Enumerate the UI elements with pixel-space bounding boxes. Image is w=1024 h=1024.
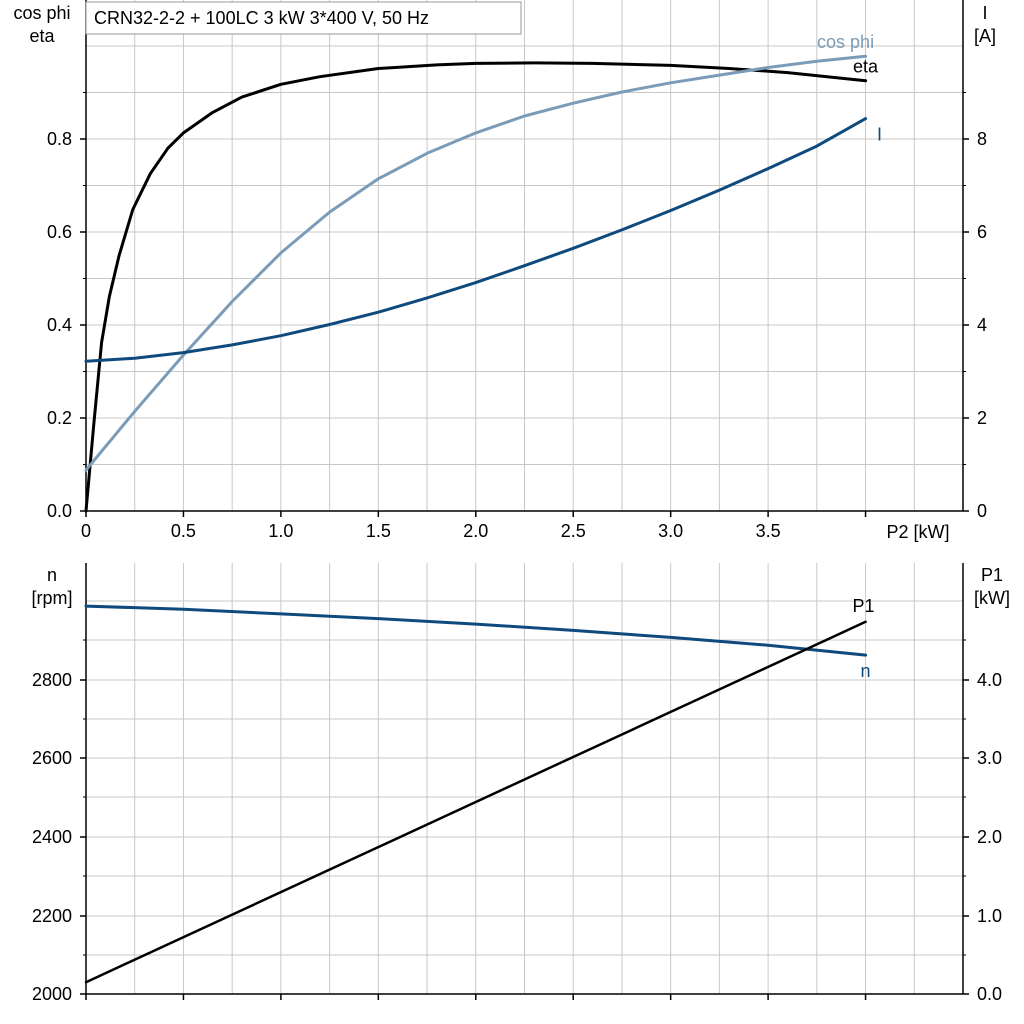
x-tick-label: 1.5 [366,521,391,541]
left-tick-label: 2200 [32,906,72,926]
bottom-left-axis-title-line2: [rpm] [31,588,72,608]
right-tick-label: 0.0 [977,984,1002,1004]
top-chart-series: eta cos phi I [84,32,882,513]
top-chart-tick-labels: 0 0.5 1.0 1.5 2.0 2.5 3.0 3.5 0.0 0.2 0.4 0.6 0.8 0 2 4… [47,129,987,541]
right-tick-label: 6 [977,222,987,242]
right-tick-label: 8 [977,129,987,149]
left-tick-label: 0.0 [47,501,72,521]
series-line-cos-phi [84,54,868,472]
x-tick-label: 0.5 [171,521,196,541]
series-label-cos-phi: cos phi [817,32,874,52]
top-left-axis-title-line2: eta [29,26,55,46]
right-tick-label: 0 [977,501,987,521]
x-tick-label: 2.0 [463,521,488,541]
left-tick-label: 2000 [32,984,72,1004]
x-tick-label: 3.0 [658,521,683,541]
x-tick-label: 3.5 [756,521,781,541]
top-right-axis-title-line2: [A] [974,26,996,46]
x-tick-label: 1.0 [268,521,293,541]
right-tick-label: 1.0 [977,906,1002,926]
x-tick-label: 2.5 [561,521,586,541]
right-tick-label: 4.0 [977,670,1002,690]
top-left-axis-title-line1: cos phi [13,3,70,23]
chart-title-box [85,1,522,35]
series-line-p1 [84,620,867,984]
left-tick-label: 0.6 [47,222,72,242]
bottom-chart-axes [80,563,969,1000]
chart-title: CRN32-2-2 + 100LC 3 kW 3*400 V, 50 Hz [94,8,429,28]
bottom-chart-tick-labels: 2000 2200 2400 2600 2800 0.0 1.0 2.0 3.0 4.0 [32,670,1002,1004]
right-tick-label: 4 [977,315,987,335]
top-chart-axes [80,0,969,517]
right-tick-label: 2.0 [977,827,1002,847]
right-tick-label: 2 [977,408,987,428]
top-right-axis-title-line1: I [982,3,987,23]
bottom-right-axis-title-line1: P1 [981,565,1003,585]
bottom-chart-series: n P1 [84,596,875,984]
left-tick-label: 2400 [32,827,72,847]
left-tick-label: 0.4 [47,315,72,335]
right-tick-label: 3.0 [977,748,1002,768]
series-label-eta: eta [853,57,879,77]
series-label-p1: P1 [853,596,875,616]
series-label-i: I [877,125,882,145]
left-tick-label: 0.8 [47,129,72,149]
top-chart-grid [86,0,963,511]
bottom-chart-grid [86,563,963,994]
bottom-left-axis-title-line1: n [47,565,57,585]
bottom-right-axis-title-line2: [kW] [974,588,1010,608]
top-x-axis-title: P2 [kW] [886,522,949,542]
left-tick-label: 2800 [32,670,72,690]
series-line-eta [84,61,868,513]
series-line-i [84,117,868,363]
series-label-n: n [861,661,871,681]
x-tick-label: 0 [81,521,91,541]
series-line-n [84,604,868,657]
left-tick-label: 2600 [32,748,72,768]
left-tick-label: 0.2 [47,408,72,428]
